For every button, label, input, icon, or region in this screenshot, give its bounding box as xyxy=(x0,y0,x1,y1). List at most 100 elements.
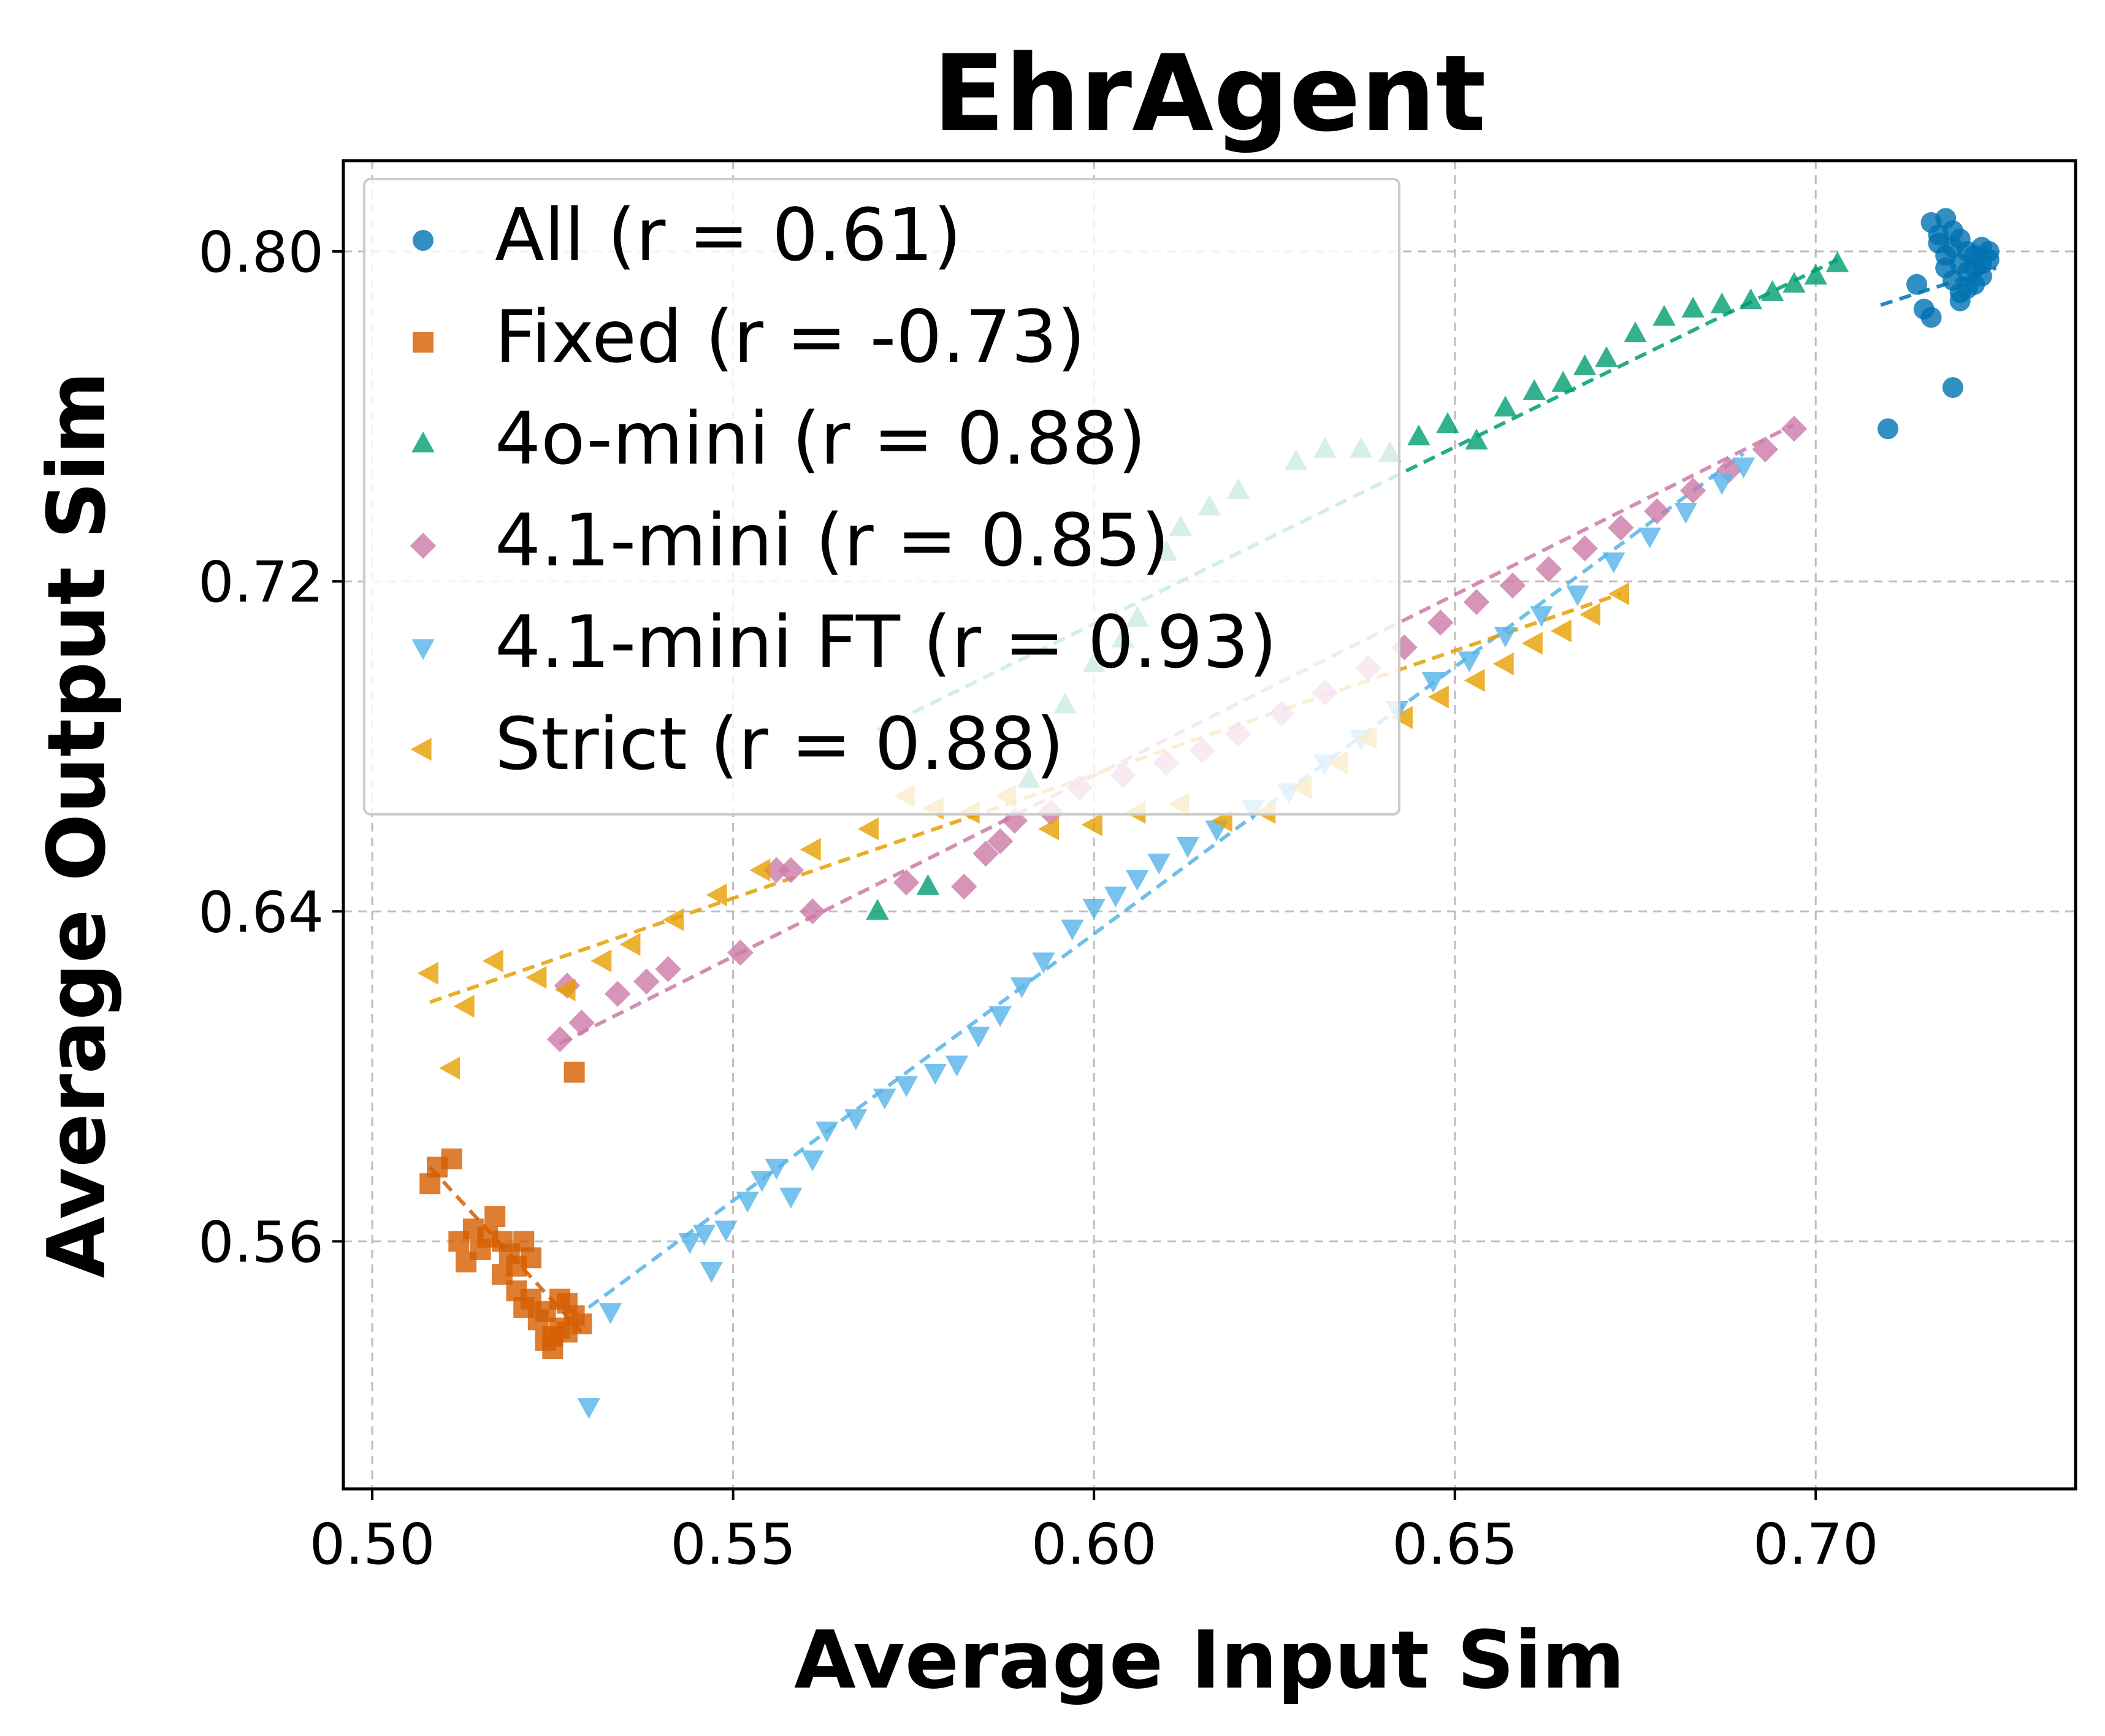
data-point xyxy=(1906,273,1928,295)
data-point xyxy=(815,1122,839,1143)
data-point xyxy=(1550,619,1572,643)
legend-marker xyxy=(411,431,435,453)
data-point xyxy=(1602,552,1626,573)
legend-marker xyxy=(413,332,434,353)
data-point xyxy=(1521,632,1543,655)
x-tick-label: 0.50 xyxy=(310,1512,435,1577)
data-point xyxy=(1494,626,1517,648)
data-point xyxy=(951,873,977,900)
data-point xyxy=(554,978,576,1001)
series-4-points xyxy=(577,457,1755,1419)
data-point xyxy=(988,1006,1012,1027)
data-point xyxy=(736,1191,759,1213)
data-point xyxy=(1710,474,1733,495)
data-point xyxy=(1535,556,1562,583)
legend-items: All (r = 0.61) Fixed (r = -0.73) 4o-mini (… xyxy=(410,193,1277,786)
data-point xyxy=(714,1220,738,1242)
data-point xyxy=(1061,919,1084,941)
data-point xyxy=(1739,288,1763,310)
data-point xyxy=(1038,817,1060,841)
legend-item: All (r = 0.61) xyxy=(413,193,961,277)
data-point xyxy=(1928,224,1949,246)
data-point xyxy=(916,874,940,895)
data-point xyxy=(441,1148,462,1169)
data-point xyxy=(556,1321,578,1343)
data-point xyxy=(893,869,920,896)
plot-frame xyxy=(342,159,2077,1491)
data-point xyxy=(1082,898,1106,920)
data-point xyxy=(866,898,889,920)
data-point xyxy=(1644,498,1670,525)
data-point xyxy=(1624,321,1647,343)
data-point xyxy=(568,1009,595,1036)
data-point xyxy=(751,1171,774,1192)
data-point xyxy=(779,1187,803,1209)
data-point xyxy=(1494,396,1517,417)
data-point xyxy=(563,1061,585,1083)
data-point xyxy=(800,838,821,862)
legend-label: All (r = 0.61) xyxy=(495,193,961,277)
data-point xyxy=(605,981,631,1008)
data-point xyxy=(923,1064,947,1085)
data-point xyxy=(749,858,771,882)
legend-label: Strict (r = 0.88) xyxy=(495,702,1064,786)
data-point xyxy=(525,966,547,989)
data-point xyxy=(727,939,754,966)
data-point xyxy=(1920,307,1942,328)
legend-marker xyxy=(413,230,434,251)
data-point xyxy=(1492,652,1514,676)
data-point xyxy=(1010,977,1034,998)
data-point xyxy=(1732,457,1755,479)
legend-item: 4.1-mini (r = 0.85) xyxy=(410,498,1169,583)
data-point xyxy=(549,1288,571,1310)
data-point xyxy=(1427,610,1454,636)
data-point xyxy=(590,949,612,973)
legend-label: 4o-mini (r = 0.88) xyxy=(495,396,1146,481)
data-point xyxy=(1126,870,1149,891)
data-point xyxy=(987,828,1014,855)
data-point xyxy=(1710,293,1733,314)
data-point xyxy=(678,1233,701,1254)
data-point xyxy=(491,1231,513,1252)
data-point xyxy=(700,1261,724,1283)
data-point xyxy=(417,962,438,985)
data-point xyxy=(1573,354,1597,375)
data-point xyxy=(1551,370,1575,392)
data-point xyxy=(1572,535,1598,562)
data-point xyxy=(1595,346,1618,367)
data-point xyxy=(439,1057,460,1080)
data-point xyxy=(1942,377,1963,398)
legend: All (r = 0.61) Fixed (r = -0.73) 4o-mini (… xyxy=(363,178,1400,816)
data-point xyxy=(692,1225,716,1246)
data-point xyxy=(1638,527,1662,549)
x-tick-label: 0.60 xyxy=(1031,1512,1157,1577)
data-point xyxy=(482,949,503,973)
data-point xyxy=(801,1150,824,1172)
data-point xyxy=(1499,572,1526,599)
data-point xyxy=(521,1247,542,1269)
data-point xyxy=(799,898,826,925)
data-point xyxy=(1679,477,1706,504)
data-point xyxy=(1752,436,1779,463)
data-point xyxy=(1104,886,1128,908)
chart-title: EhrAgent xyxy=(933,32,1486,155)
legend-box xyxy=(363,178,1400,816)
data-point xyxy=(598,1303,622,1325)
legend-item: 4o-mini (r = 0.88) xyxy=(411,396,1146,481)
data-point xyxy=(1391,706,1413,729)
data-point xyxy=(1877,418,1898,440)
data-point xyxy=(655,956,681,982)
data-point xyxy=(1436,412,1459,434)
data-point xyxy=(1942,237,1963,258)
data-point xyxy=(1522,379,1546,400)
legend-marker xyxy=(411,639,435,660)
data-point xyxy=(1427,685,1449,709)
data-point xyxy=(1608,514,1634,541)
x-axis-label: Average Input Sim xyxy=(794,1613,1625,1707)
data-point xyxy=(1760,280,1784,301)
data-point xyxy=(419,1173,441,1195)
data-point xyxy=(1971,253,1992,275)
data-point xyxy=(542,1338,563,1359)
data-point xyxy=(513,1231,535,1252)
